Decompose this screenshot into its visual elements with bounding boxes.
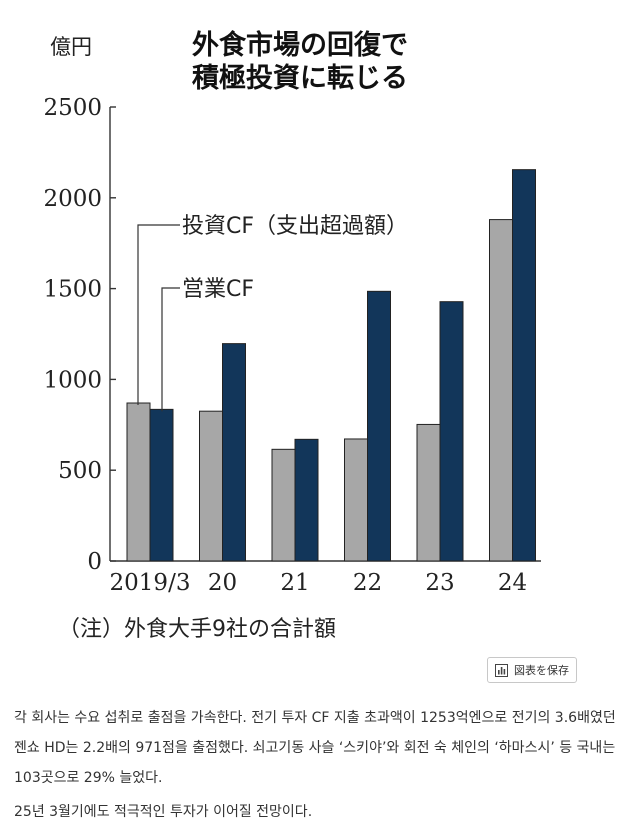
bar <box>344 438 368 562</box>
article-paragraph-2: 25년 3월기에도 적극적인 투자가 이어질 전망이다. <box>14 804 313 820</box>
y-axis-unit: 億円 <box>50 35 92 59</box>
bar <box>294 438 319 562</box>
bar <box>489 219 513 562</box>
save-chart-label: 図表を保存 <box>514 664 569 677</box>
bar <box>416 423 441 562</box>
legend-label: 投資CF（支出超過額） <box>182 214 408 239</box>
bar <box>199 410 223 562</box>
x-tick-label: 23 <box>425 570 454 596</box>
x-tick-label: 2019/3 <box>110 570 191 596</box>
chart-title-line-1: 外食市場の回復で <box>192 29 408 61</box>
bar <box>222 343 246 562</box>
x-tick-label: 22 <box>353 570 382 596</box>
y-axis: 0 500 1000 1500 2000 2500 <box>43 95 541 575</box>
chart-icon <box>495 663 508 677</box>
bar <box>271 448 296 562</box>
y-tick-label: 2000 <box>43 186 102 212</box>
x-tick-label: 21 <box>280 570 309 596</box>
x-tick-label: 20 <box>208 570 237 596</box>
article-paragraph-1: 각 회사는 수요 섭취로 출점을 가속한다. 전기 투자 CF 지출 초과액이 … <box>14 710 616 786</box>
y-tick-label: 1000 <box>43 367 102 393</box>
bar <box>126 402 151 562</box>
chart-note: （注）外食大手9社の合計額 <box>58 617 336 642</box>
legend-leader-line <box>137 224 180 406</box>
save-chart-button[interactable]: 図表を保存 <box>487 657 577 683</box>
bar <box>512 169 536 562</box>
chart: 外食市場の回復で 積極投資に転じる 億円 0 500 1000 1500 2000 250… <box>43 29 541 642</box>
y-tick-label: 2500 <box>43 95 102 121</box>
bar <box>367 290 391 562</box>
y-tick-label: 1500 <box>43 277 102 303</box>
y-tick-label: 0 <box>87 549 102 575</box>
bars: 2019/3 20 21 22 23 24 <box>110 169 536 596</box>
legend-leader-line <box>161 287 180 412</box>
legend-label: 営業CF <box>182 277 254 302</box>
bar-chart-svg: 外食市場の回復で 積極投資に転じる 億円 0 500 1000 1500 2000 250… <box>43 29 541 642</box>
bar <box>149 408 174 562</box>
bar <box>439 301 464 562</box>
x-tick-label: 24 <box>498 570 527 596</box>
y-tick-label: 500 <box>58 458 102 484</box>
legend: 投資CF（支出超過額） 営業CF <box>137 214 408 412</box>
chart-title-line-2: 積極投資に転じる <box>192 63 408 94</box>
